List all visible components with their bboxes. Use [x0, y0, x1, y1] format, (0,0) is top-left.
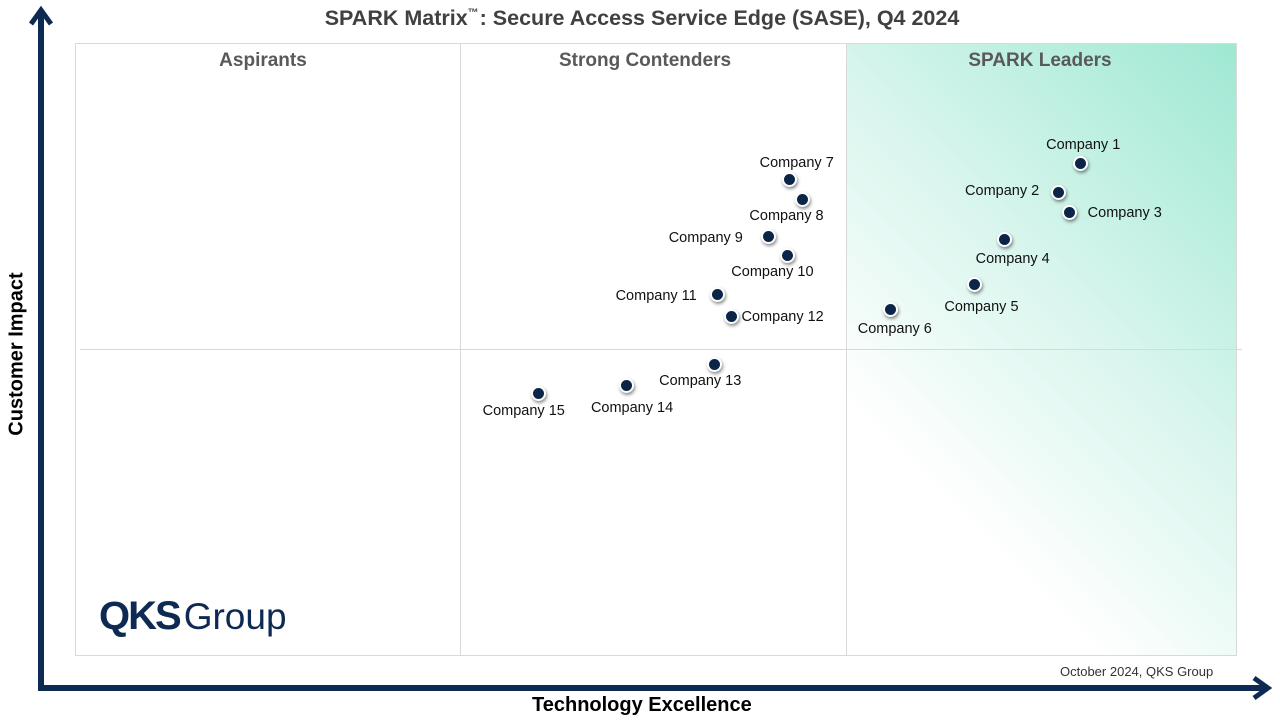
data-point — [1062, 205, 1078, 221]
data-point-label: Company 4 — [975, 250, 1050, 267]
data-point-label: Company 7 — [759, 155, 834, 172]
data-point — [1050, 185, 1066, 201]
logo-light-text: Group — [183, 596, 287, 637]
data-point — [966, 277, 982, 293]
title-main: SPARK Matrix — [324, 6, 468, 30]
quadrant-label-aspirants: Aspirants — [219, 50, 307, 71]
quadrant-divider-horizontal — [80, 349, 1242, 350]
data-point — [761, 228, 777, 244]
data-point — [794, 192, 810, 208]
qks-group-logo: QKS Group — [99, 594, 287, 647]
footnote: October 2024, QKS Group — [1060, 664, 1214, 679]
data-point — [883, 301, 899, 317]
data-point-label: Company 1 — [1046, 137, 1121, 154]
x-axis-arrowhead — [1252, 675, 1273, 701]
y-axis-label: Customer Impact — [5, 272, 28, 436]
data-point-label: Company 8 — [749, 207, 824, 224]
data-point-label: Company 11 — [615, 287, 697, 304]
data-point — [997, 232, 1013, 248]
data-point — [724, 308, 740, 324]
data-point — [531, 385, 547, 401]
data-point — [710, 287, 726, 303]
data-point-label: Company 13 — [659, 373, 742, 390]
logo-bold-text: QKS — [99, 594, 182, 638]
x-axis-label: Technology Excellence — [532, 694, 752, 716]
data-point-label: Company 9 — [668, 230, 743, 247]
title-rest: : Secure Access Service Edge (SASE), Q4 … — [479, 6, 960, 30]
data-point-label: Company 10 — [731, 263, 814, 280]
data-point — [782, 171, 798, 187]
data-point-label: Company 15 — [482, 403, 565, 420]
data-point-label: Company 3 — [1087, 204, 1162, 221]
data-point — [619, 378, 635, 394]
data-point-label: Company 2 — [965, 182, 1040, 199]
data-point-label: Company 5 — [944, 298, 1019, 315]
data-point-label: Company 14 — [590, 399, 674, 416]
data-point — [779, 248, 795, 264]
quadrant-label-spark-leaders: SPARK Leaders — [968, 50, 1112, 71]
chart-title: SPARK Matrix™: Secure Access Service Edg… — [0, 6, 1280, 31]
data-point — [1072, 155, 1088, 171]
data-point — [706, 356, 722, 372]
data-point-label: Company 12 — [741, 309, 824, 326]
quadrant-label-strong-contenders: Strong Contenders — [558, 50, 732, 71]
y-axis-arrowhead — [28, 5, 54, 26]
data-point-label: Company 6 — [857, 321, 932, 338]
title-trademark: ™ — [467, 7, 479, 19]
